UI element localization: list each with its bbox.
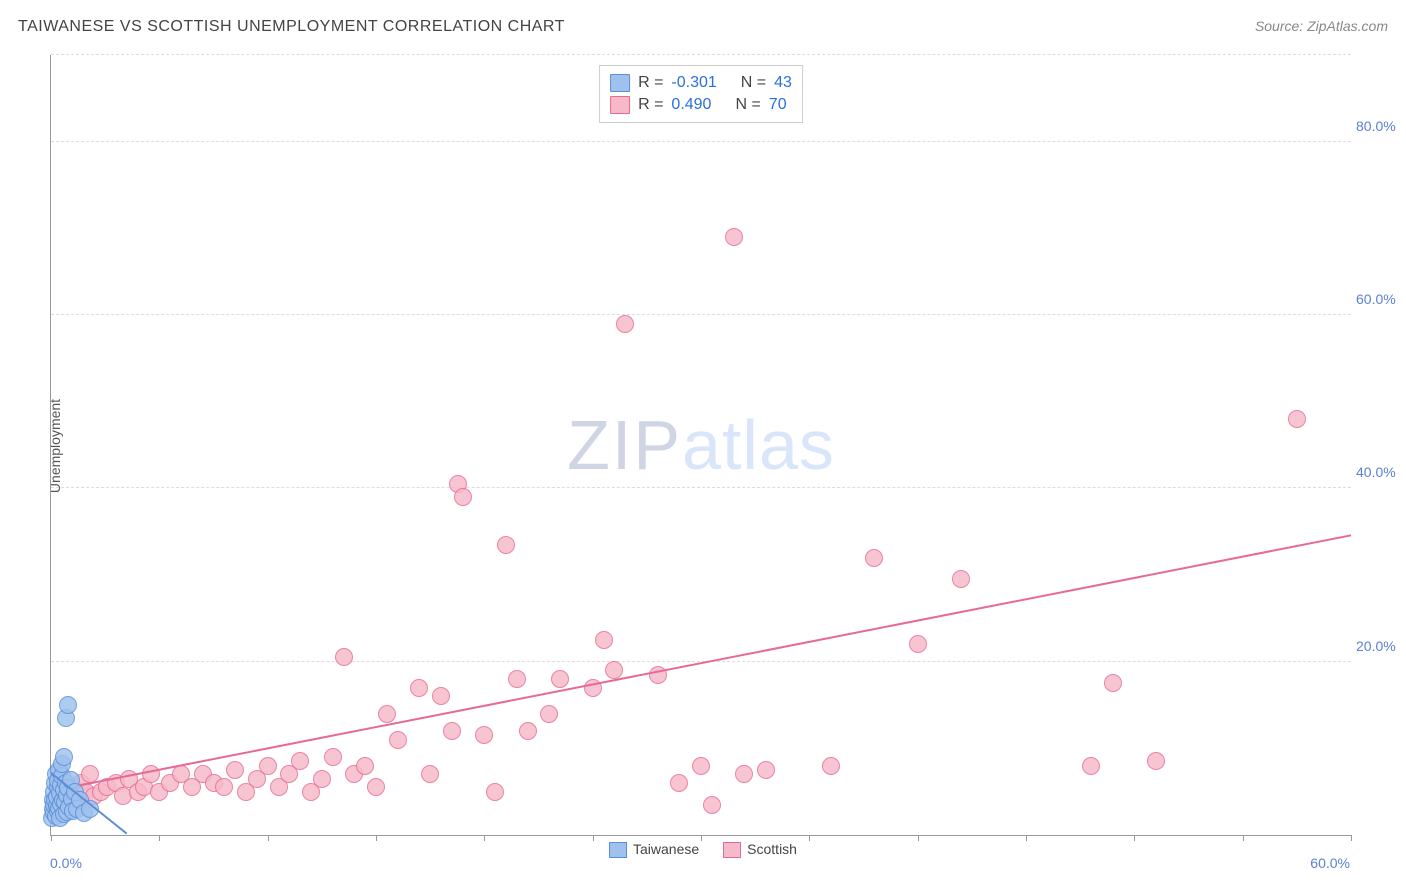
gridline: [51, 54, 1351, 55]
data-point: [725, 228, 743, 246]
x-tick-mark: [376, 835, 377, 841]
legend-swatch: [609, 842, 627, 858]
x-tick-mark: [159, 835, 160, 841]
x-tick-mark: [1351, 835, 1352, 841]
data-point: [595, 631, 613, 649]
x-tick-mark: [593, 835, 594, 841]
data-point: [291, 752, 309, 770]
data-point: [55, 748, 73, 766]
data-point: [432, 687, 450, 705]
data-point: [486, 783, 504, 801]
data-point: [616, 315, 634, 333]
n-label: N =: [741, 74, 766, 92]
gridline: [51, 487, 1351, 488]
x-tick-label: 0.0%: [50, 855, 82, 871]
legend-label: Taiwanese: [633, 841, 699, 857]
data-point: [324, 748, 342, 766]
data-point: [367, 778, 385, 796]
y-tick-label: 40.0%: [1356, 464, 1406, 480]
r-label: R =: [638, 96, 663, 114]
data-point: [692, 757, 710, 775]
watermark-zip: ZIP: [567, 406, 682, 484]
data-point: [335, 648, 353, 666]
legend-swatch: [610, 96, 630, 114]
data-point: [443, 722, 461, 740]
y-tick-label: 20.0%: [1356, 638, 1406, 654]
watermark: ZIPatlas: [567, 405, 835, 485]
data-point: [703, 796, 721, 814]
x-tick-label: 60.0%: [1310, 855, 1350, 871]
data-point: [215, 778, 233, 796]
x-tick-mark: [484, 835, 485, 841]
source-credit: Source: ZipAtlas.com: [1255, 18, 1388, 34]
gridline: [51, 314, 1351, 315]
legend-label: Scottish: [747, 841, 797, 857]
data-point: [1288, 410, 1306, 428]
data-point: [421, 765, 439, 783]
data-point: [1104, 674, 1122, 692]
gridline: [51, 141, 1351, 142]
x-tick-mark: [268, 835, 269, 841]
data-point: [497, 536, 515, 554]
legend-swatch: [610, 74, 630, 92]
correlation-row: R = 0.490 N = 70: [610, 94, 792, 116]
x-tick-mark: [51, 835, 52, 841]
x-tick-mark: [1026, 835, 1027, 841]
correlation-legend: R =-0.301N =43R =0.490N =70: [599, 65, 803, 123]
legend-item: Taiwanese: [609, 841, 699, 858]
data-point: [822, 757, 840, 775]
data-point: [1082, 757, 1100, 775]
data-point: [1147, 752, 1165, 770]
data-point: [508, 670, 526, 688]
data-point: [410, 679, 428, 697]
data-point: [313, 770, 331, 788]
data-point: [389, 731, 407, 749]
data-point: [454, 488, 472, 506]
watermark-atlas: atlas: [682, 406, 835, 484]
r-label: R =: [638, 74, 663, 92]
data-point: [605, 661, 623, 679]
data-point: [226, 761, 244, 779]
n-label: N =: [735, 96, 760, 114]
data-point: [475, 726, 493, 744]
data-point: [952, 570, 970, 588]
series-legend: Taiwanese Scottish: [609, 841, 797, 858]
y-tick-label: 80.0%: [1356, 118, 1406, 134]
data-point: [356, 757, 374, 775]
data-point: [551, 670, 569, 688]
legend-item: Scottish: [723, 841, 797, 858]
x-tick-mark: [809, 835, 810, 841]
data-point: [757, 761, 775, 779]
data-point: [519, 722, 537, 740]
x-tick-mark: [1134, 835, 1135, 841]
chart-title: TAIWANESE VS SCOTTISH UNEMPLOYMENT CORRE…: [18, 18, 565, 36]
data-point: [735, 765, 753, 783]
plot-area: ZIPatlas R =-0.301N =43R =0.490N =70 20.…: [50, 55, 1351, 836]
data-point: [59, 696, 77, 714]
n-value: 43: [774, 74, 792, 92]
data-point: [540, 705, 558, 723]
data-point: [909, 635, 927, 653]
data-point: [865, 549, 883, 567]
x-tick-mark: [918, 835, 919, 841]
data-point: [259, 757, 277, 775]
r-value: -0.301: [671, 74, 716, 92]
correlation-row: R = -0.301 N = 43: [610, 72, 792, 94]
n-value: 70: [769, 96, 787, 114]
legend-swatch: [723, 842, 741, 858]
data-point: [378, 705, 396, 723]
r-value: 0.490: [671, 96, 711, 114]
chart-container: TAIWANESE VS SCOTTISH UNEMPLOYMENT CORRE…: [0, 0, 1406, 892]
y-tick-label: 60.0%: [1356, 291, 1406, 307]
x-tick-mark: [1243, 835, 1244, 841]
data-point: [670, 774, 688, 792]
